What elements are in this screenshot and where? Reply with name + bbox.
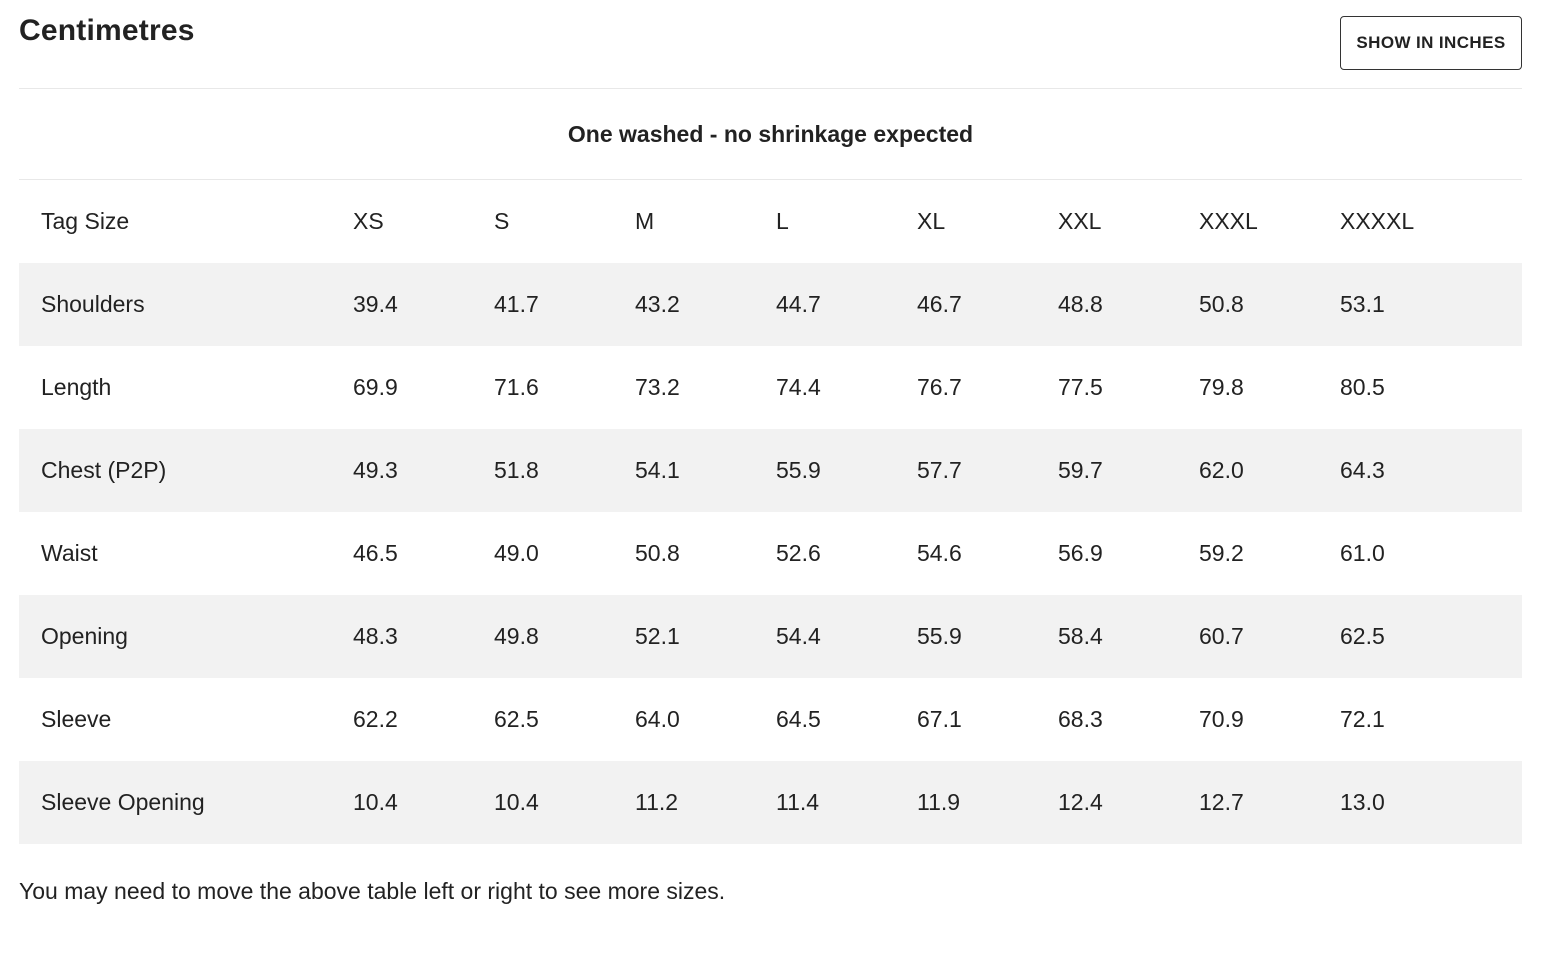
table-row: Shoulders 39.4 41.7 43.2 44.7 46.7 48.8 … (19, 263, 1522, 346)
table-row: Opening 48.3 49.8 52.1 54.4 55.9 58.4 60… (19, 595, 1522, 678)
table-cell: 12.4 (1058, 789, 1103, 815)
table-cell: 79.8 (1199, 374, 1244, 400)
table-cell: 52.6 (776, 540, 821, 566)
table-cell: 10.4 (353, 789, 398, 815)
table-cell: 62.5 (1340, 623, 1385, 649)
table-cell: 54.1 (635, 457, 680, 483)
table-cell: 43.2 (635, 291, 680, 317)
table-row: Sleeve 62.2 62.5 64.0 64.5 67.1 68.3 70.… (19, 678, 1522, 761)
table-cell: 52.1 (635, 623, 680, 649)
table-cell: 53.1 (1340, 291, 1385, 317)
page-title: Centimetres (19, 14, 195, 47)
table-cell: 73.2 (635, 374, 680, 400)
table-row: Length 69.9 71.6 73.2 74.4 76.7 77.5 79.… (19, 346, 1522, 429)
column-header: XXXXL (1340, 208, 1415, 234)
row-label: Sleeve Opening (41, 789, 205, 815)
column-header: M (635, 208, 655, 234)
table-cell: 55.9 (776, 457, 821, 483)
scroll-hint-text: You may need to move the above table lef… (19, 878, 726, 904)
table-cell: 49.8 (494, 623, 539, 649)
table-cell: 46.5 (353, 540, 398, 566)
table-cell: 58.4 (1058, 623, 1103, 649)
table-cell: 62.5 (494, 706, 539, 732)
table-cell: 10.4 (494, 789, 539, 815)
table-cell: 55.9 (917, 623, 962, 649)
table-cell: 71.6 (494, 374, 539, 400)
column-header: XS (353, 208, 384, 234)
table-header-row: Tag Size XS S M L XL XXL XXXL XXXXL (19, 180, 1522, 263)
table-cell: 46.7 (917, 291, 962, 317)
table-cell: 74.4 (776, 374, 821, 400)
table-cell: 70.9 (1199, 706, 1244, 732)
table-cell: 62.0 (1199, 457, 1244, 483)
column-header: S (494, 208, 510, 234)
table-cell: 41.7 (494, 291, 539, 317)
table-cell: 72.1 (1340, 706, 1385, 732)
table-cell: 54.6 (917, 540, 962, 566)
table-cell: 69.9 (353, 374, 398, 400)
table-cell: 57.7 (917, 457, 962, 483)
caption-divider (19, 179, 1522, 180)
column-header: XXL (1058, 208, 1102, 234)
table-cell: 64.3 (1340, 457, 1385, 483)
column-header: Tag Size (41, 208, 130, 234)
table-cell: 59.7 (1058, 457, 1103, 483)
show-in-inches-button[interactable]: SHOW IN INCHES (1340, 16, 1522, 70)
table-cell: 49.0 (494, 540, 539, 566)
table-cell: 67.1 (917, 706, 962, 732)
row-label: Shoulders (41, 291, 145, 317)
row-label: Sleeve (41, 706, 112, 732)
size-chart-header: Centimetres SHOW IN INCHES (19, 0, 1522, 88)
column-header: L (776, 208, 789, 234)
table-cell: 49.3 (353, 457, 398, 483)
table-cell: 76.7 (917, 374, 962, 400)
size-table: Tag Size XS S M L XL XXL XXXL XXXXL Shou… (19, 180, 1522, 844)
row-label: Chest (P2P) (41, 457, 167, 483)
header-divider (19, 88, 1522, 89)
table-cell: 51.8 (494, 457, 539, 483)
table-cell: 48.3 (353, 623, 398, 649)
table-cell: 64.5 (776, 706, 821, 732)
table-cell: 11.4 (776, 789, 820, 815)
table-cell: 68.3 (1058, 706, 1103, 732)
table-cell: 39.4 (353, 291, 398, 317)
table-cell: 56.9 (1058, 540, 1103, 566)
row-label: Opening (41, 623, 128, 649)
column-header: XXXL (1199, 208, 1258, 234)
table-row: Waist 46.5 49.0 50.8 52.6 54.6 56.9 59.2… (19, 512, 1522, 595)
table-cell: 61.0 (1340, 540, 1385, 566)
table-row: Chest (P2P) 49.3 51.8 54.1 55.9 57.7 59.… (19, 429, 1522, 512)
table-cell: 12.7 (1199, 789, 1244, 815)
table-cell: 59.2 (1199, 540, 1244, 566)
row-label: Length (41, 374, 112, 400)
table-cell: 11.9 (917, 789, 961, 815)
table-cell: 50.8 (635, 540, 680, 566)
table-cell: 54.4 (776, 623, 821, 649)
table-caption: One washed - no shrinkage expected (567, 120, 974, 147)
table-row: Sleeve Opening 10.4 10.4 11.2 11.4 11.9 … (19, 761, 1522, 844)
table-cell: 80.5 (1340, 374, 1385, 400)
table-cell: 44.7 (776, 291, 821, 317)
table-cell: 62.2 (353, 706, 398, 732)
table-cell: 48.8 (1058, 291, 1103, 317)
table-cell: 77.5 (1058, 374, 1103, 400)
table-cell: 60.7 (1199, 623, 1244, 649)
table-cell: 64.0 (635, 706, 680, 732)
table-cell: 11.2 (635, 789, 679, 815)
table-cell: 50.8 (1199, 291, 1244, 317)
table-cell: 13.0 (1340, 789, 1385, 815)
row-label: Waist (41, 540, 98, 566)
column-header: XL (917, 208, 946, 234)
